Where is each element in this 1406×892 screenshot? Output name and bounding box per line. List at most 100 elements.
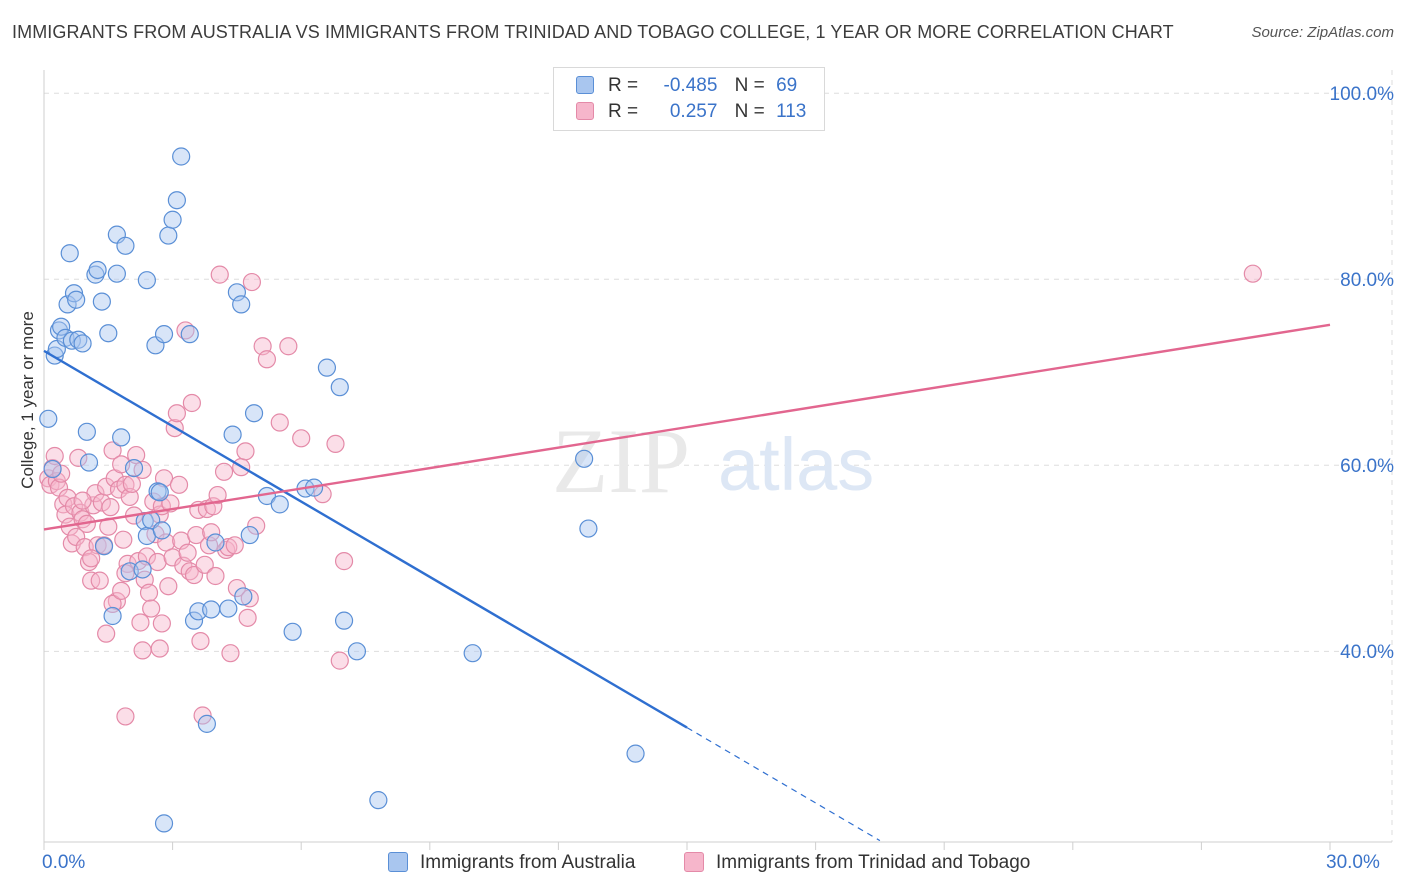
trinidad-point bbox=[112, 581, 131, 600]
australia-point bbox=[163, 210, 182, 229]
trinidad-point bbox=[142, 599, 161, 618]
australia-point bbox=[88, 260, 107, 280]
australia-point bbox=[60, 244, 79, 263]
trinidad-legend-swatch-icon bbox=[684, 852, 704, 872]
trinidad-point bbox=[236, 442, 255, 461]
trinidad-point bbox=[191, 631, 210, 651]
trinidad-point bbox=[206, 566, 225, 586]
watermark-atlas: atlas bbox=[718, 423, 874, 506]
trinidad-point bbox=[52, 464, 71, 483]
australia-point bbox=[154, 325, 174, 344]
trinidad-point bbox=[240, 589, 259, 608]
australia-point bbox=[172, 147, 191, 166]
watermark: ZIP atlas bbox=[552, 410, 874, 512]
axes bbox=[43, 70, 1392, 850]
australia-point bbox=[107, 264, 126, 283]
australia-series-name: Immigrants from Australia bbox=[420, 852, 636, 873]
trinidad-r-value: 0.257 bbox=[669, 101, 718, 122]
australia-point bbox=[244, 404, 264, 423]
trinidad-point bbox=[202, 523, 221, 542]
australia-point bbox=[137, 271, 156, 290]
bottom-legend-australia: Immigrants from Australia bbox=[388, 852, 635, 876]
australia-point bbox=[39, 409, 58, 428]
australia-point bbox=[43, 459, 62, 479]
australia-point bbox=[92, 292, 111, 311]
australia-point bbox=[270, 495, 289, 514]
trinidad-point bbox=[279, 337, 298, 356]
australia-point bbox=[94, 537, 114, 556]
australia-point bbox=[219, 599, 238, 618]
australia-point bbox=[67, 290, 86, 309]
trinidad-point bbox=[101, 498, 120, 517]
trinidad-trend-line bbox=[43, 323, 1331, 531]
source-credit: Source: ZipAtlas.com bbox=[1251, 24, 1394, 41]
trinidad-point bbox=[210, 265, 229, 284]
trinidad-point bbox=[82, 549, 101, 568]
trinidad-point bbox=[193, 706, 212, 725]
trinidad-point bbox=[169, 475, 189, 494]
trinidad-point bbox=[292, 429, 311, 448]
y-tick-label: 40.0% bbox=[1340, 642, 1394, 664]
trinidad-point bbox=[326, 434, 345, 454]
trinidad-series-name: Immigrants from Trinidad and Tobago bbox=[716, 852, 1031, 873]
australia-point bbox=[223, 425, 242, 444]
australia-point bbox=[232, 295, 251, 314]
x-tick-min: 0.0% bbox=[42, 852, 86, 873]
australia-legend-swatch-icon bbox=[388, 852, 408, 872]
australia-point bbox=[234, 587, 253, 606]
australia-points bbox=[39, 147, 645, 833]
trinidad-point bbox=[133, 641, 152, 660]
australia-point bbox=[463, 644, 482, 663]
australia-point bbox=[116, 236, 135, 255]
y-tick-label: 80.0% bbox=[1340, 270, 1394, 292]
trinidad-point bbox=[217, 540, 236, 560]
y-tick-label: 100.0% bbox=[1329, 84, 1394, 106]
trinidad-point bbox=[116, 707, 135, 726]
australia-point bbox=[347, 642, 367, 661]
trinidad-point bbox=[152, 614, 171, 633]
y-axis-label: College, 1 year or more bbox=[18, 311, 37, 489]
australia-point bbox=[112, 428, 131, 447]
x-tick-max: 30.0% bbox=[1326, 852, 1380, 873]
legend-row-australia: R = -0.485 N = 69 bbox=[576, 75, 797, 99]
y-tick-label: 60.0% bbox=[1340, 456, 1394, 478]
australia-point bbox=[283, 622, 302, 641]
trinidad-point bbox=[330, 651, 349, 670]
trinidad-point bbox=[114, 530, 133, 549]
trinidad-point bbox=[139, 583, 159, 602]
australia-point bbox=[58, 295, 77, 314]
legend-row-trinidad: R = 0.257 N = 113 bbox=[576, 101, 806, 125]
australia-point bbox=[197, 714, 216, 733]
bottom-legend-trinidad: Immigrants from Trinidad and Tobago bbox=[684, 852, 1030, 876]
australia-point bbox=[124, 458, 144, 478]
australia-point bbox=[579, 519, 598, 538]
australia-trend-line bbox=[43, 349, 688, 729]
trinidad-r-label: R = bbox=[608, 101, 639, 122]
australia-r-label: R = bbox=[608, 75, 639, 96]
trinidad-swatch-icon bbox=[576, 102, 594, 120]
trinidad-point bbox=[257, 350, 277, 369]
australia-point bbox=[62, 331, 81, 350]
australia-point bbox=[150, 483, 169, 502]
trinidad-point bbox=[90, 571, 109, 590]
australia-point bbox=[334, 611, 354, 630]
australia-point bbox=[330, 378, 349, 397]
trinidad-point bbox=[103, 441, 122, 460]
trinidad-point bbox=[1243, 264, 1262, 283]
trinidad-point bbox=[69, 448, 88, 467]
australia-point bbox=[626, 744, 645, 763]
australia-point bbox=[154, 814, 174, 833]
australia-r-value: -0.485 bbox=[663, 75, 718, 96]
trinidad-point bbox=[116, 475, 135, 494]
australia-point bbox=[202, 600, 221, 619]
trinidad-n-label: N = bbox=[734, 101, 765, 122]
trinidad-point bbox=[247, 516, 266, 535]
trinidad-point bbox=[159, 577, 178, 596]
australia-point bbox=[77, 422, 96, 441]
australia-point bbox=[52, 317, 71, 336]
correlation-legend: R = -0.485 N = 69 R = 0.257 N = 113 bbox=[553, 67, 825, 131]
australia-n-value: 69 bbox=[776, 75, 798, 96]
y-axis-label-wrap: College, 1 year or more bbox=[18, 250, 38, 550]
watermark-zip: ZIP bbox=[552, 410, 690, 512]
